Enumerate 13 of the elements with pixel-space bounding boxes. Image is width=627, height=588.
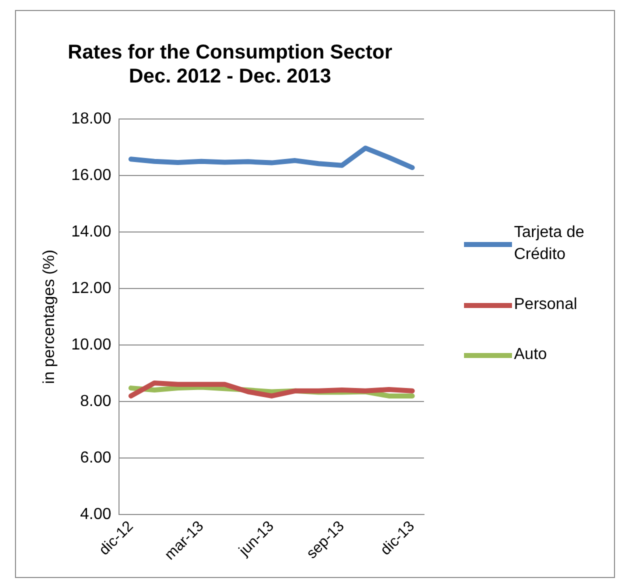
legend-label: Auto — [514, 345, 547, 365]
legend-label: Tarjeta de Crédito — [514, 223, 586, 265]
y-tick-label: 10.00 — [71, 336, 112, 354]
y-tick-label: 8.00 — [80, 393, 112, 410]
y-tick-label: 12.00 — [71, 280, 112, 297]
y-tick-label: 16.00 — [71, 166, 112, 184]
legend-label: Personal — [514, 295, 578, 315]
y-tick-label: 4.00 — [80, 506, 112, 524]
y-axis-title: in percentages (%) — [41, 250, 58, 384]
y-tick-label: 18.00 — [71, 110, 112, 128]
y-tick-label: 14.00 — [71, 223, 112, 240]
chart-title: Rates for the Consumption Sector Dec. 2012 - Dec. 2013 — [68, 42, 392, 88]
y-tick-label: 6.00 — [80, 450, 112, 467]
